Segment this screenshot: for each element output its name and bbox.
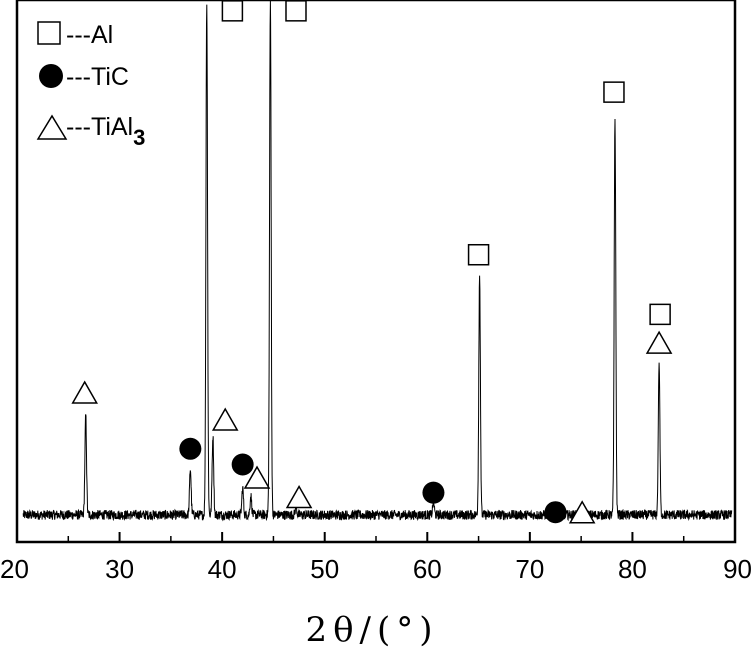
- tic-peak-circle-icon: [231, 453, 254, 476]
- tial3-peak-triangle-icon: [645, 330, 673, 354]
- tic-peak-circle-icon: [179, 437, 202, 460]
- x-tick-label: 50: [310, 554, 339, 584]
- legend-square-icon: [37, 21, 61, 45]
- legend-label-tial3-main: ---TiAl: [66, 113, 133, 141]
- al-peak-square-icon: [221, 0, 244, 22]
- tial3-peak-triangle-icon: [243, 465, 271, 489]
- legend-circle-icon: [39, 64, 63, 88]
- tial3-peak-triangle-icon: [568, 500, 596, 524]
- x-ticks: [16, 532, 736, 542]
- legend-label-tial3: ---TiAl3: [66, 113, 145, 150]
- xrd-pattern-line: [22, 1, 733, 522]
- peak-markers: [71, 0, 673, 524]
- tial3-peak-triangle-icon: [285, 485, 313, 509]
- tial3-peak-triangle-icon: [211, 407, 239, 431]
- al-peak-square-icon: [649, 303, 671, 326]
- x-tick-label: 20: [0, 554, 29, 584]
- al-peak-square-icon: [603, 81, 625, 103]
- x-tick-label: 90: [723, 554, 752, 584]
- x-tick-labels: 20 30 40 50 60 70 80 90: [0, 554, 752, 584]
- x-tick-label: 60: [413, 554, 442, 584]
- tic-peak-circle-icon: [422, 481, 445, 504]
- x-axis-title: 2θ/(°): [305, 610, 438, 649]
- x-tick-label: 40: [208, 554, 237, 584]
- al-peak-square-icon: [285, 0, 307, 22]
- legend-label-al: ---Al: [66, 21, 113, 49]
- x-tick-label: 30: [105, 554, 134, 584]
- tial3-peak-triangle-icon: [71, 380, 98, 404]
- al-peak-square-icon: [467, 243, 490, 266]
- legend-triangle-icon: [36, 114, 68, 140]
- x-tick-label: 70: [515, 554, 544, 584]
- tic-peak-circle-icon: [544, 501, 567, 524]
- legend-label-tial3-subscript: 3: [133, 125, 145, 150]
- legend-label-tic: ---TiC: [66, 63, 129, 91]
- x-tick-label: 80: [618, 554, 647, 584]
- legend: ---Al ---TiC ---TiAl3: [36, 21, 145, 150]
